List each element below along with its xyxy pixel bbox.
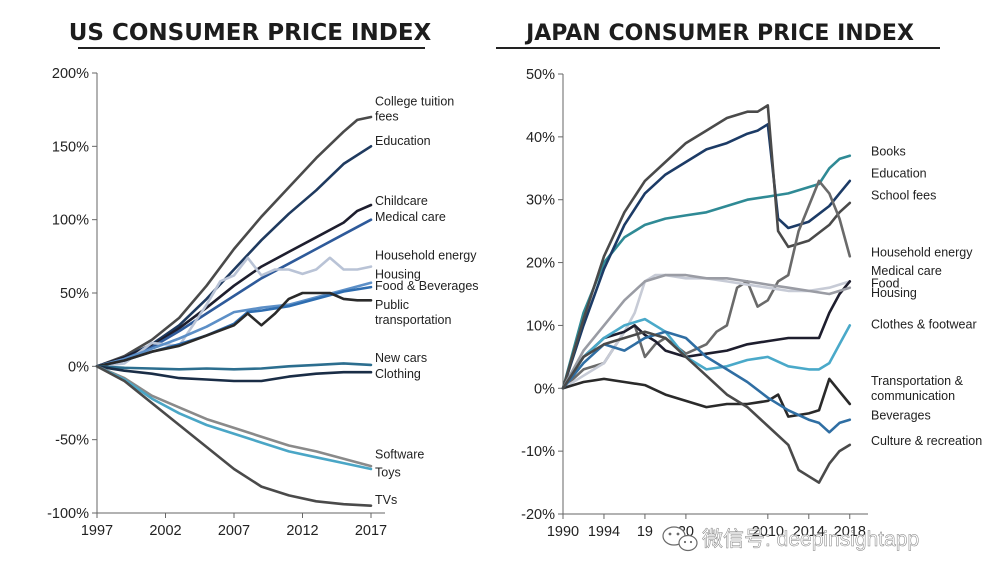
japan-series-label-2: School fees <box>871 189 936 203</box>
us-series-label-12: TVs <box>375 493 397 507</box>
us-series-line-0 <box>95 115 373 368</box>
us-series-label-9: Clothing <box>375 367 421 381</box>
japan-series-line-7 <box>561 317 852 390</box>
japan-y-tick-label: -20% <box>521 507 555 523</box>
japan-series-line-5 <box>561 280 852 390</box>
japan-series-lines <box>561 104 852 484</box>
japan-series-line-1 <box>561 123 852 390</box>
japan-x-tick-label: 2014 <box>793 524 825 540</box>
us-y-tick-label: -100% <box>47 506 89 522</box>
us-series-line-9 <box>95 365 373 383</box>
watermark-text: 微信号: deepinsightapp <box>702 528 919 551</box>
us-series-label-2: Childcare <box>375 194 428 208</box>
us-y-tick-label: 50% <box>60 286 89 302</box>
us-y-tick-label: 150% <box>52 139 89 155</box>
japan-y-tick-label: -10% <box>521 444 555 460</box>
japan-x-tick-label: 2010 <box>752 524 784 540</box>
japan-axes: 50%40%30%20%10%0%-10%-20%1990 1994 19 20 201… <box>521 67 868 540</box>
japan-cpi-chart: JAPAN CONSUMER PRICE INDEX 50% 40% 30% 20% 1… <box>496 21 982 540</box>
us-axes: 200% 150% 100% 50% 0% -50% -100%1997 2002 2007 20… <box>47 66 387 539</box>
us-y-tick-label: 0% <box>68 359 89 375</box>
japan-series-line-8 <box>561 377 852 418</box>
japan-series-line-9 <box>561 330 852 434</box>
us-cpi-chart: US CONSUMER PRICE INDEX 200% 150% 100% 50% 0… <box>47 20 478 539</box>
us-series-line-8 <box>95 362 373 371</box>
us-x-tick-label: 2012 <box>286 523 318 539</box>
us-x-tick-label: 2017 <box>355 523 387 539</box>
us-series-label-4: Household energy <box>375 248 477 262</box>
japan-series-label-1: Education <box>871 167 927 181</box>
japan-y-tick-label: 30% <box>526 193 555 209</box>
us-series-label-3: Medical care <box>375 210 446 224</box>
japan-y-tick-label: 50% <box>526 67 555 83</box>
us-series-label-8: New cars <box>375 351 427 365</box>
us-x-tick-label: 2007 <box>218 523 250 539</box>
us-series-label-0: College tuition fees <box>375 94 454 123</box>
japan-series-labels: Books Education School fees Household energ… <box>871 145 982 448</box>
japan-chart-title: JAPAN CONSUMER PRICE INDEX <box>524 21 914 46</box>
us-series-lines <box>95 115 373 507</box>
japan-series-label-10: Culture & recreation <box>871 434 982 448</box>
us-series-line-7 <box>95 291 373 368</box>
japan-series-line-2 <box>561 104 852 390</box>
japan-series-line-10 <box>561 330 852 484</box>
us-y-tick-label: 100% <box>52 213 89 229</box>
us-series-label-10: Software <box>375 448 424 462</box>
japan-series-label-6: Housing <box>871 286 917 300</box>
japan-series-label-7: Clothes & footwear <box>871 318 977 332</box>
us-series-line-5 <box>95 281 373 368</box>
japan-series-label-4: Medical care <box>871 264 942 278</box>
japan-x-tick-label: 1990 <box>547 524 579 540</box>
japan-x-tick-label: 2018 <box>834 524 866 540</box>
japan-y-tick-label: 40% <box>526 130 555 146</box>
japan-x-tick-label: 1994 <box>588 524 620 540</box>
japan-series-line-4 <box>561 273 852 390</box>
us-x-tick-label: 2002 <box>149 523 181 539</box>
japan-series-label-9: Beverages <box>871 409 931 423</box>
japan-series-line-6 <box>561 273 852 390</box>
japan-y-tick-label: 20% <box>526 256 555 272</box>
us-series-line-12 <box>95 365 373 507</box>
us-series-labels: College tuition fees Education Childcare Med… <box>375 94 479 507</box>
japan-series-label-0: Books <box>871 145 906 159</box>
japan-series-label-8: Transportation & communication <box>871 374 964 403</box>
japan-x-tick-label: 19 <box>637 524 653 540</box>
us-series-label-5: Housing <box>375 267 421 281</box>
japan-y-tick-label: 0% <box>534 381 555 397</box>
us-y-tick-label: 200% <box>52 66 89 82</box>
us-series-label-1: Education <box>375 134 431 148</box>
us-series-line-11 <box>95 365 373 471</box>
us-x-tick-label: 1997 <box>81 523 113 539</box>
us-chart-title: US CONSUMER PRICE INDEX <box>69 20 432 46</box>
japan-series-label-3: Household energy <box>871 245 973 259</box>
japan-series-line-0 <box>561 154 852 390</box>
us-y-tick-label: -50% <box>55 433 89 449</box>
us-series-label-6: Food & Beverages <box>375 279 479 293</box>
us-series-label-11: Toys <box>375 465 401 479</box>
wechat-icon <box>662 526 698 552</box>
us-series-line-10 <box>95 365 373 468</box>
us-series-label-7: Public transportation <box>375 298 451 327</box>
japan-y-tick-label: 10% <box>526 318 555 334</box>
japan-series-label-5: Food <box>871 277 900 291</box>
watermark: 微信号: deepinsightapp <box>662 526 919 552</box>
